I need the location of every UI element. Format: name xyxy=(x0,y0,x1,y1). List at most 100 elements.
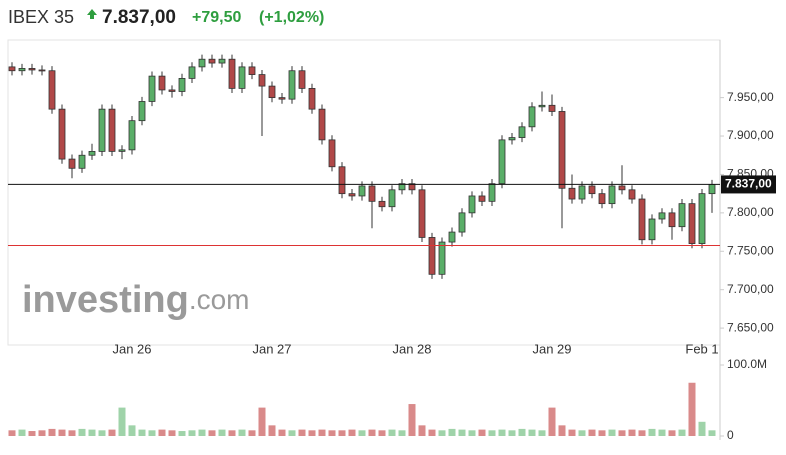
candle-body xyxy=(178,78,186,92)
candle-body xyxy=(358,185,366,197)
candle-body xyxy=(68,158,76,169)
volume-bar xyxy=(88,429,96,436)
candle-body xyxy=(108,108,116,152)
volume-bar xyxy=(698,421,706,436)
watermark-main: investing xyxy=(22,279,189,321)
volume-bar xyxy=(368,429,376,436)
watermark: investing.com xyxy=(22,279,250,321)
volume-bar xyxy=(428,429,436,436)
volume-bar xyxy=(468,430,476,436)
candle-body xyxy=(618,185,626,191)
candle-body xyxy=(648,218,656,241)
volume-bar xyxy=(278,429,286,436)
volume-bar xyxy=(38,430,46,436)
candle-body xyxy=(658,212,666,220)
volume-bar xyxy=(588,429,596,436)
candle-body xyxy=(678,203,686,228)
y-tick-label: 7.750,00 xyxy=(727,243,774,257)
volume-bar xyxy=(78,428,86,436)
candle-body xyxy=(688,203,696,244)
candle-body xyxy=(288,70,296,100)
volume-bar xyxy=(518,428,526,436)
volume-bar xyxy=(658,429,666,436)
candle-body xyxy=(38,69,46,72)
current-price-box xyxy=(721,175,776,194)
candle-body xyxy=(58,108,66,160)
candle-body xyxy=(268,85,276,99)
volume-bar xyxy=(578,430,586,436)
candle-body xyxy=(388,189,396,208)
volume-bar xyxy=(358,430,366,436)
volume-bar xyxy=(198,429,206,436)
candle-body xyxy=(608,185,616,205)
volume-bar xyxy=(298,429,306,436)
y-tick-label: 7.950,00 xyxy=(727,90,774,104)
candle-body xyxy=(458,212,466,233)
candle-body xyxy=(638,198,646,241)
volume-bar xyxy=(108,429,116,436)
change-pct: (+1,02%) xyxy=(259,9,324,26)
index-name: IBEX 35 xyxy=(8,7,74,27)
volume-bar xyxy=(408,404,416,436)
current-price-label: 7.837,00 xyxy=(725,177,772,191)
volume-bar xyxy=(158,429,166,436)
volume-bar xyxy=(508,430,516,436)
volume-bar xyxy=(148,430,156,436)
volume-bar xyxy=(328,430,336,436)
volume-bar xyxy=(598,430,606,436)
volume-bar xyxy=(118,407,126,436)
volume-bar xyxy=(448,428,456,436)
candle-body xyxy=(198,58,206,68)
x-tick-label: Jan 26 xyxy=(112,341,151,356)
volume-bar xyxy=(638,430,646,436)
volume-bar xyxy=(18,429,26,436)
candle-body xyxy=(28,68,36,71)
volume-bar xyxy=(418,425,426,436)
volume-bar xyxy=(528,429,536,436)
volume-bar xyxy=(168,430,176,436)
volume-bar xyxy=(208,430,216,436)
volume-bar xyxy=(28,431,36,436)
volume-bar xyxy=(458,429,466,436)
candle-body xyxy=(118,149,126,152)
candle-body xyxy=(428,237,436,275)
candle-body xyxy=(328,139,336,168)
candle-body xyxy=(258,74,266,87)
candle-body xyxy=(498,139,506,185)
candle-body xyxy=(398,183,406,191)
candle-body xyxy=(318,108,326,141)
volume-bar xyxy=(678,429,686,436)
volume-bar xyxy=(348,429,356,436)
candle-body xyxy=(488,183,496,202)
y-tick-label: 7.700,00 xyxy=(727,282,774,296)
candle-body xyxy=(348,193,356,197)
volume-bar xyxy=(218,429,226,436)
volume-bar xyxy=(608,429,616,436)
x-tick-label: Jan 29 xyxy=(532,341,571,356)
volume-bar xyxy=(628,429,636,436)
candle-body xyxy=(698,193,706,244)
candle-body xyxy=(378,200,386,208)
x-tick-label: Jan 28 xyxy=(392,341,431,356)
volume-bar xyxy=(538,430,546,436)
candle-body xyxy=(148,75,156,102)
candle-body xyxy=(568,187,576,200)
candle-body xyxy=(468,195,476,214)
candle-body xyxy=(708,184,716,195)
volume-bar xyxy=(548,407,556,436)
candle-body xyxy=(218,58,226,64)
volume-bar xyxy=(438,430,446,436)
volume-bar xyxy=(388,429,396,436)
x-tick-label: Jan 27 xyxy=(252,341,291,356)
candle-body xyxy=(298,70,306,89)
candle-body xyxy=(8,66,16,72)
volume-bar xyxy=(58,429,66,436)
candle-body xyxy=(548,104,556,112)
candle-body xyxy=(368,185,376,202)
x-tick-label: Feb 1 xyxy=(685,341,718,356)
candle-body xyxy=(408,183,416,191)
candle-body xyxy=(418,189,426,238)
candle-body xyxy=(168,89,176,92)
volume-bar xyxy=(318,429,326,436)
